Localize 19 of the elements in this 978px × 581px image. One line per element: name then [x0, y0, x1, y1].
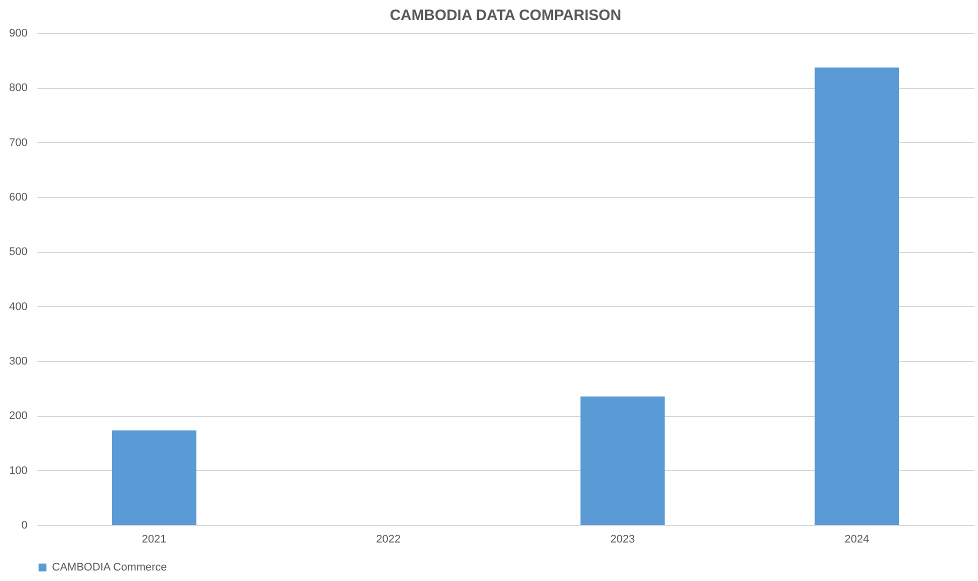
legend-label: CAMBODIA Commerce	[52, 562, 167, 574]
x-tick-label: 2021	[142, 534, 166, 546]
y-tick-label: 200	[9, 410, 28, 422]
bar	[112, 430, 196, 525]
y-tick-label: 900	[9, 28, 28, 40]
x-tick-label: 2022	[376, 534, 401, 546]
y-tick-label: 500	[9, 246, 28, 258]
y-tick-label: 0	[21, 520, 28, 532]
chart-title: CAMBODIA DATA COMPARISON	[390, 7, 622, 24]
bar	[580, 396, 665, 525]
x-tick-label: 2024	[844, 534, 870, 546]
y-tick-label: 300	[9, 356, 28, 368]
y-tick-label: 100	[9, 464, 28, 477]
y-tick-label: 600	[9, 192, 28, 204]
y-tick-label: 800	[9, 82, 28, 94]
y-tick-label: 700	[9, 136, 28, 149]
y-tick-label: 400	[9, 300, 28, 313]
x-tick-label: 2023	[610, 534, 635, 546]
bar	[814, 67, 900, 525]
